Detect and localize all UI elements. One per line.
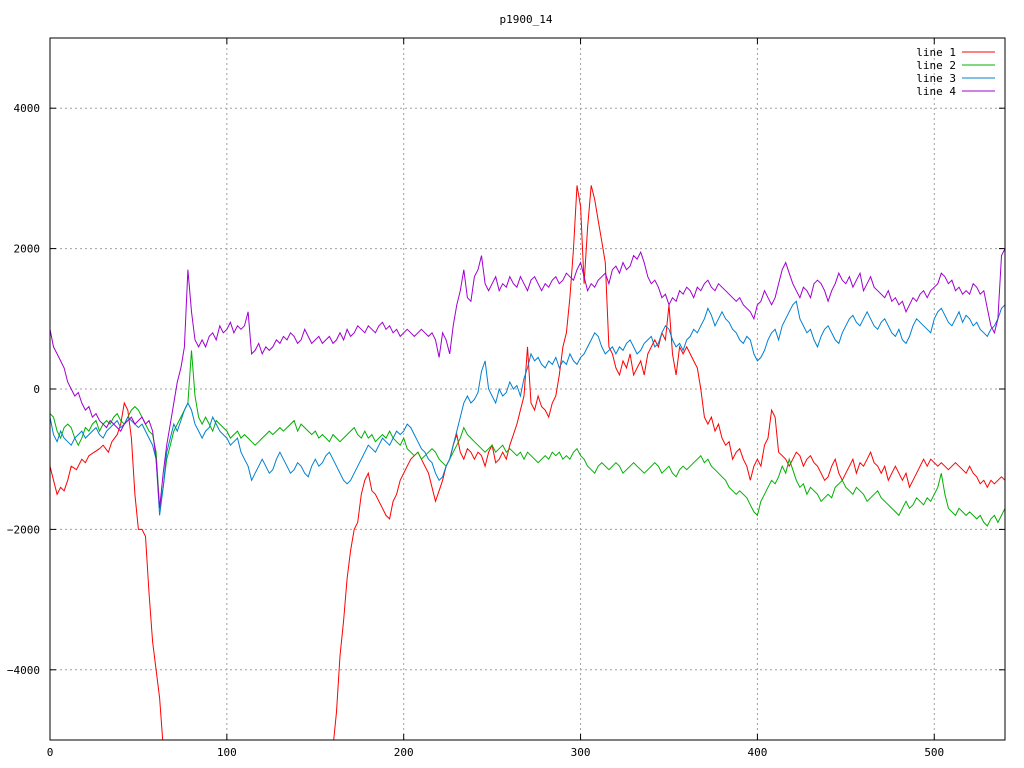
x-tick-label: 100: [217, 746, 237, 759]
axis-ticks: 0 100 200 300 400 500 −4000 −2000 0 2000 4000: [7, 38, 1005, 759]
y-tick-label: 0: [33, 383, 40, 396]
series-line-3: [50, 300, 1005, 516]
x-tick-label: 0: [47, 746, 54, 759]
series-line-4: [50, 248, 1005, 509]
legend-label: line 1: [916, 46, 956, 59]
x-tick-label: 200: [394, 746, 414, 759]
grid: [50, 38, 1005, 740]
plot-frame: [49, 37, 1006, 741]
y-tick-label: −2000: [7, 523, 40, 536]
x-tick-label: 400: [747, 746, 767, 759]
legend-label: line 2: [916, 59, 956, 72]
y-tick-label: 4000: [14, 102, 41, 115]
series-line-1: [50, 185, 1005, 740]
x-tick-label: 500: [924, 746, 944, 759]
series-line-2: [50, 350, 1005, 527]
y-tick-label: 2000: [14, 243, 41, 256]
legend-label: line 3: [916, 72, 956, 85]
plot-series: [50, 185, 1005, 740]
y-tick-label: −4000: [7, 664, 40, 677]
x-tick-label: 300: [571, 746, 591, 759]
chart-title: p1900_14: [500, 13, 553, 26]
legend-label: line 4: [916, 85, 956, 98]
